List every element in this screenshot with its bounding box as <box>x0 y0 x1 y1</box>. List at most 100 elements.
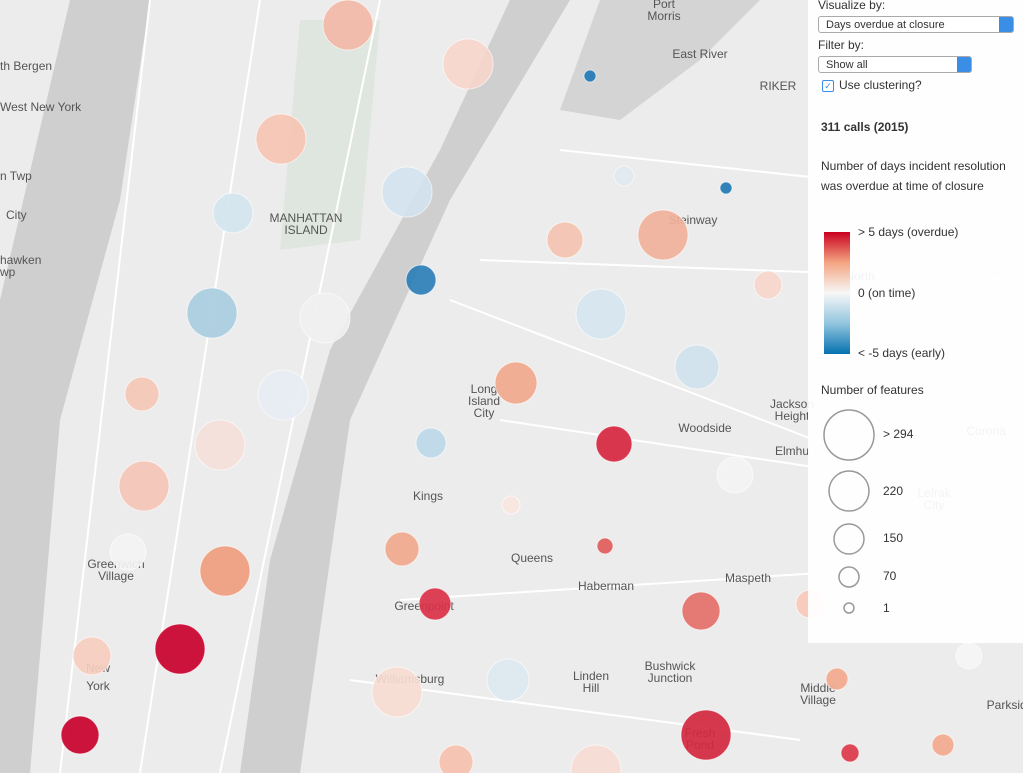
cluster <box>255 113 307 165</box>
cluster <box>124 376 160 412</box>
place-label-line: City <box>474 406 495 420</box>
place-label: Elmhu <box>775 444 809 458</box>
cluster <box>955 642 983 670</box>
cluster <box>486 658 530 702</box>
size-legend <box>823 409 875 614</box>
description: Number of days incident resolution was o… <box>821 159 1006 193</box>
place-label: Haberman <box>578 579 634 593</box>
cluster <box>194 419 246 471</box>
size-swatch <box>828 470 870 512</box>
place-label-line: Maspeth <box>725 571 771 585</box>
label: Filter by: <box>818 38 865 52</box>
cluster <box>438 744 474 773</box>
place-label: Linden Hill <box>573 669 609 695</box>
cluster <box>199 545 251 597</box>
cluster <box>719 181 733 195</box>
place-label-line: n Twp <box>0 169 32 183</box>
cluster <box>384 531 420 567</box>
place-label-line: RIKER <box>760 79 797 93</box>
place-label-line: wp <box>0 265 16 279</box>
checkbox-label[interactable]: Use clustering? <box>839 78 922 92</box>
place-label-line: Linden <box>573 669 609 683</box>
cluster <box>680 709 732 761</box>
place-label-line: ISLAND <box>284 223 328 237</box>
place-label: MANHATTAN ISLAND <box>270 211 343 237</box>
side-panel: Visualize by: Days overdue at closure Fi… <box>808 0 1023 643</box>
place-label: Queens <box>511 551 553 565</box>
place-label-line: Parkside <box>987 698 1023 712</box>
place-label-line: th Bergen <box>0 59 52 73</box>
cluster <box>681 591 721 631</box>
place-label: Kings <box>413 489 443 503</box>
cluster <box>501 495 521 515</box>
hudson-river <box>0 0 150 773</box>
place-label: th Bergen <box>0 59 52 73</box>
place-label-line: City <box>6 208 27 222</box>
place-label-line: York <box>86 679 111 693</box>
place-label-line: Junction <box>648 671 693 685</box>
color-legend-label: > 5 days (overdue) <box>858 225 959 239</box>
place-label: Jackson Height <box>770 397 814 423</box>
place-label-line: Morris <box>647 9 680 23</box>
cluster <box>753 270 783 300</box>
cluster <box>371 666 423 718</box>
place-label-line: West New York <box>0 100 82 114</box>
place-label-line: Long <box>471 382 498 396</box>
place-label-line: Bushwick <box>645 659 697 673</box>
place-label-line: hawken <box>0 253 41 267</box>
size-legend-label: 70 <box>883 569 897 583</box>
cluster <box>72 636 112 676</box>
cluster <box>570 744 622 773</box>
place-label: City <box>6 208 27 222</box>
place-label: n Twp <box>0 169 32 183</box>
cluster <box>583 69 597 83</box>
place-label-line: MANHATTAN <box>270 211 343 225</box>
cluster <box>415 427 447 459</box>
cluster <box>613 165 635 187</box>
cluster <box>212 192 254 234</box>
color-legend-label: 0 (on time) <box>858 286 916 300</box>
size-swatch <box>823 409 875 461</box>
place-label-line: Kings <box>413 489 443 503</box>
place-label: Long Island City <box>468 382 500 420</box>
place-label: Parkside <box>987 698 1023 712</box>
cluster <box>257 369 309 421</box>
cluster <box>118 460 170 512</box>
visualize-select[interactable]: Days overdue at closure <box>818 16 1014 33</box>
cluster <box>546 221 584 259</box>
cluster <box>154 623 206 675</box>
place-label-line: Village <box>98 569 134 583</box>
cluster <box>299 292 351 344</box>
water <box>560 0 760 120</box>
checkbox[interactable]: ✓ <box>822 80 834 92</box>
place-label: Bushwick Junction <box>645 659 697 685</box>
cluster <box>442 38 494 90</box>
place-label-line: Jackson <box>770 397 814 411</box>
cluster <box>494 361 538 405</box>
place-label: East River <box>672 47 727 61</box>
place-label-line: Haberman <box>578 579 634 593</box>
place-label-line: Island <box>468 394 500 408</box>
cluster <box>595 425 633 463</box>
place-label: West New York <box>0 100 82 114</box>
cluster <box>418 587 452 621</box>
size-legend-label: 150 <box>883 531 904 545</box>
cluster <box>596 537 614 555</box>
place-label: Port Morris <box>647 0 680 23</box>
size-swatch <box>838 566 860 588</box>
place-label-line: Height <box>775 409 810 423</box>
color-ramp <box>824 232 850 354</box>
cluster <box>109 533 147 571</box>
place-label-line: Elmhu <box>775 444 809 458</box>
size-legend-label: > 294 <box>883 427 914 441</box>
place-label-line: Port <box>653 0 676 11</box>
cluster <box>840 743 860 763</box>
place-label-line: Woodside <box>678 421 731 435</box>
cluster <box>575 288 627 340</box>
place-label: Woodside <box>678 421 731 435</box>
place-label-line: Village <box>800 693 836 707</box>
filter-select[interactable]: Show all <box>818 56 972 73</box>
cluster <box>931 733 955 757</box>
